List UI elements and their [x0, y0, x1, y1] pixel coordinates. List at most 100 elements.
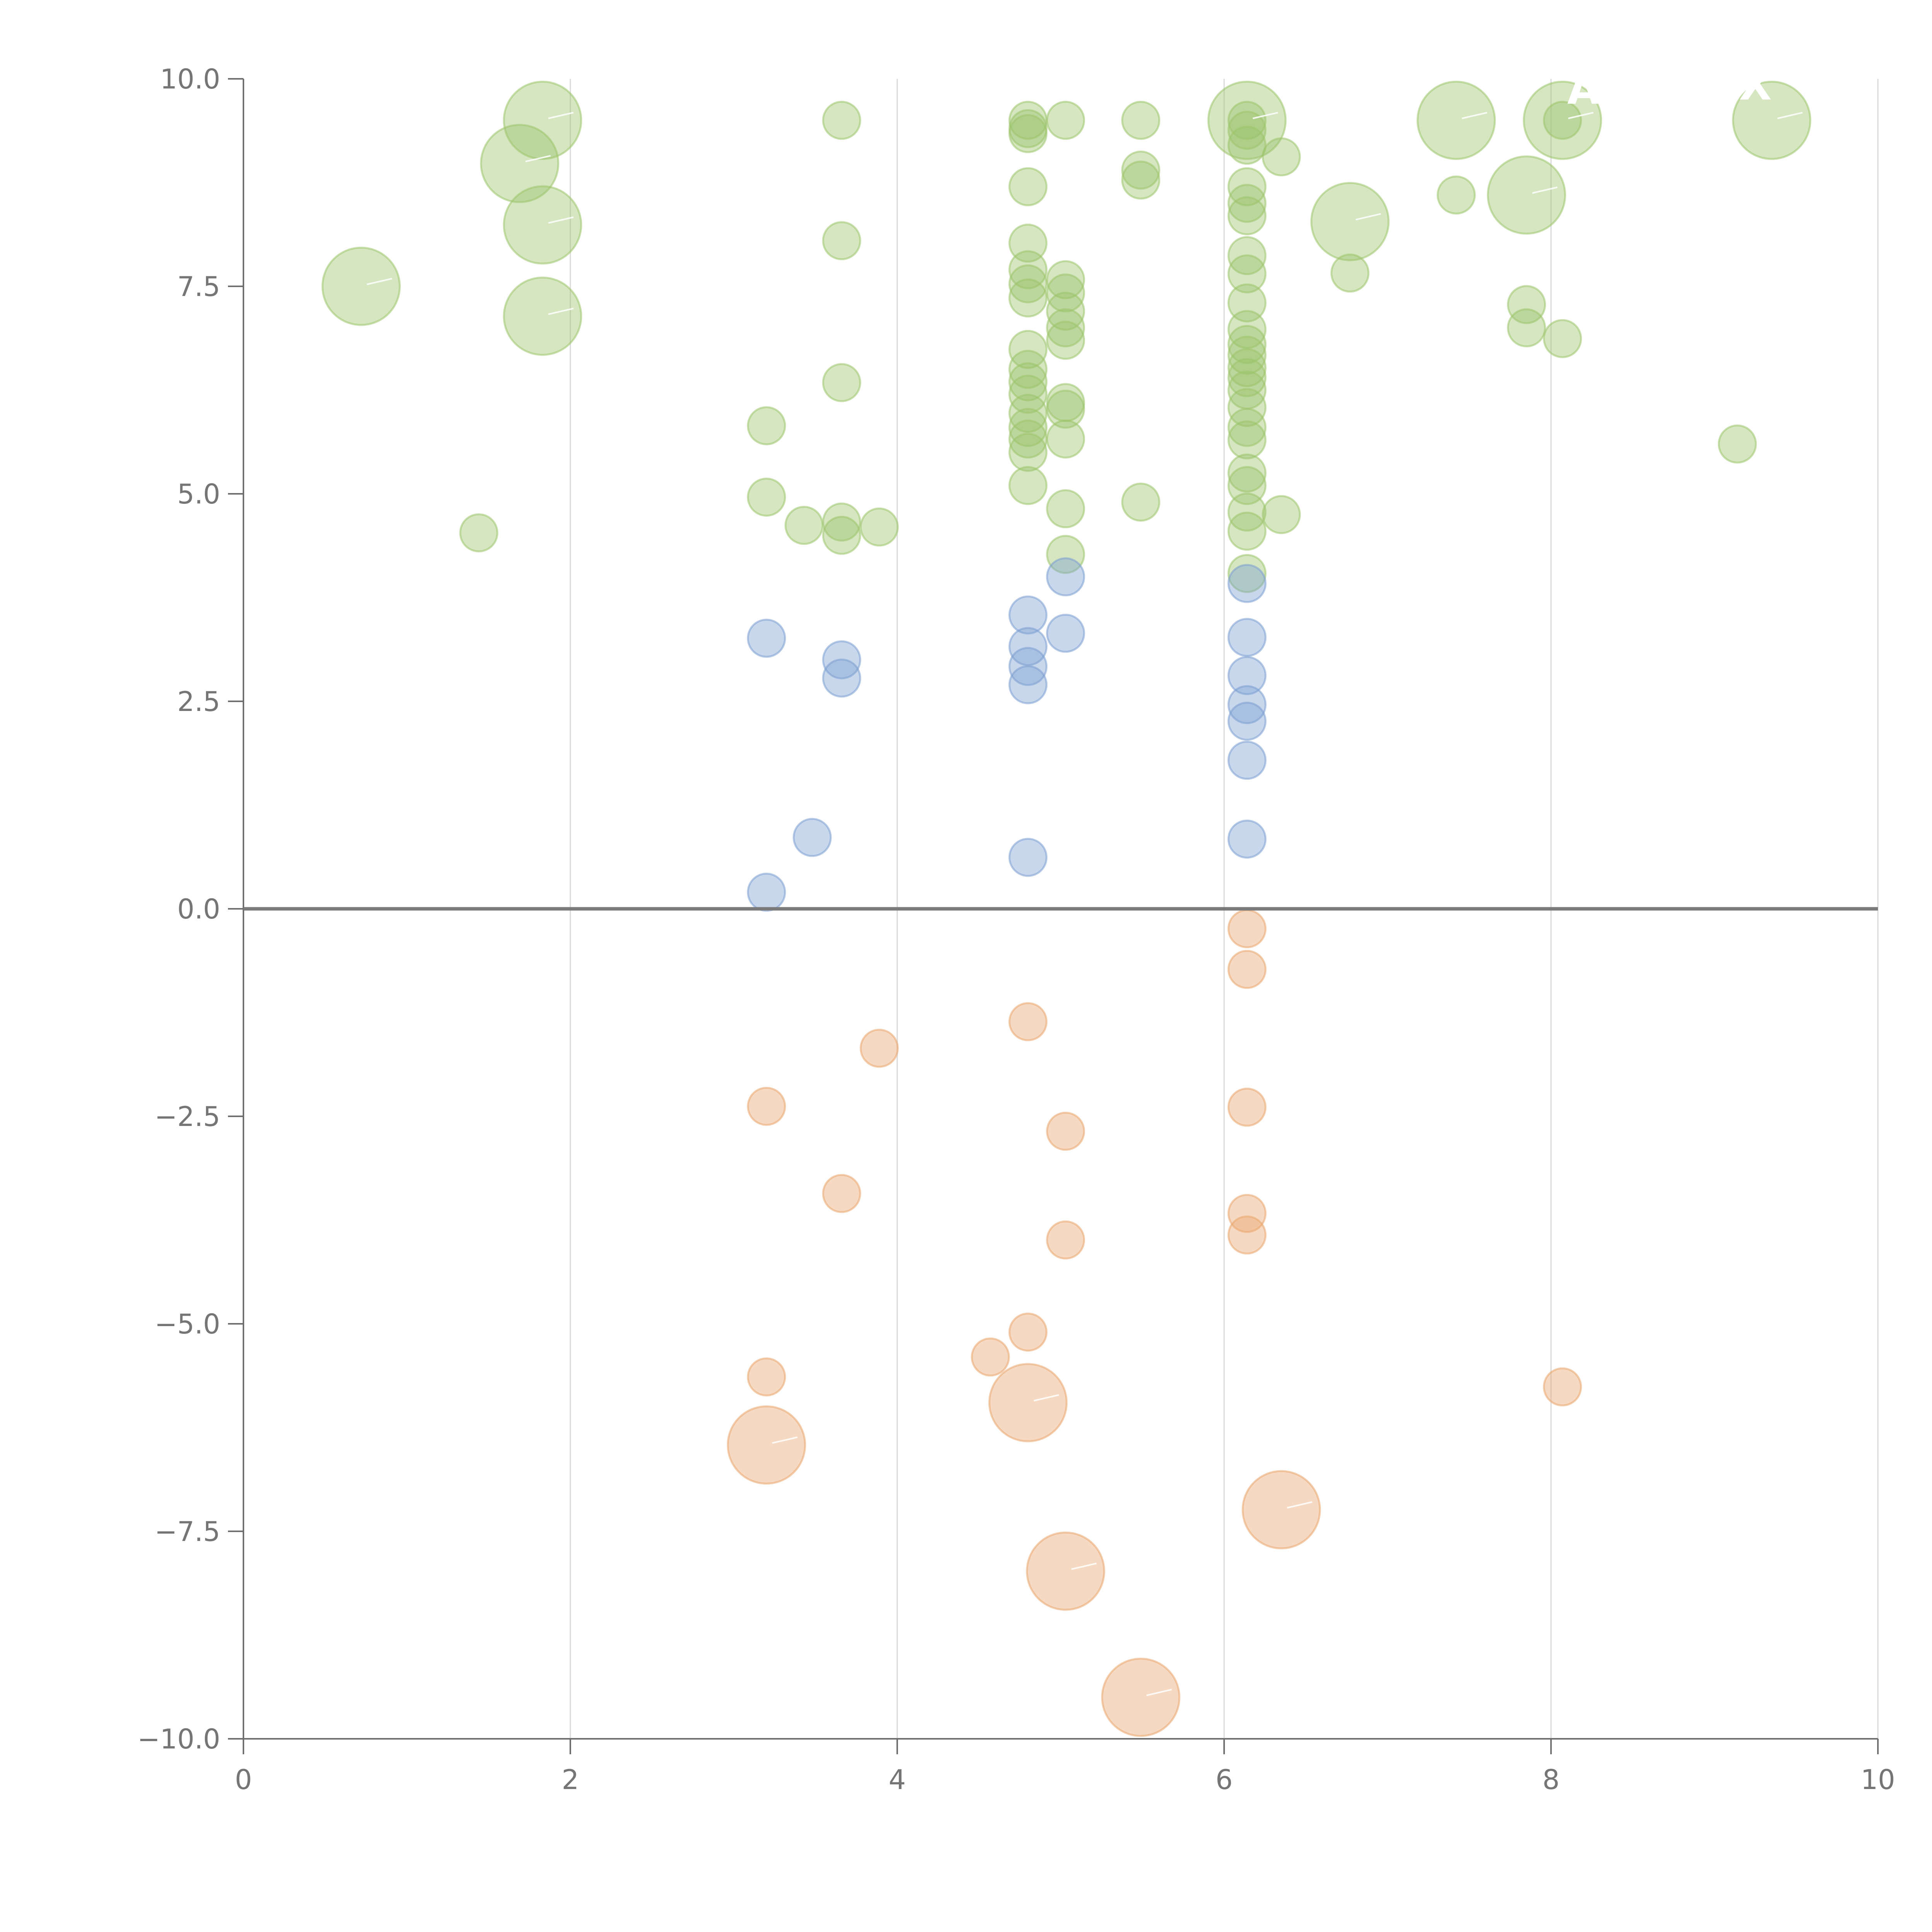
bubble-leader: [772, 1436, 798, 1444]
bubble-leader: [1146, 1689, 1172, 1696]
green-bubble: [1437, 175, 1476, 215]
green-bubble: [1046, 489, 1085, 529]
orange-bubble: [1227, 950, 1267, 989]
green-bubble: [503, 276, 582, 356]
green-bubble: [503, 185, 582, 265]
green-bubble: [1008, 466, 1048, 505]
bubble-leader: [1071, 1563, 1097, 1570]
bubble-leader: [1252, 112, 1278, 119]
green-bubble: [822, 100, 861, 140]
bubble-leader: [1355, 213, 1381, 221]
orange-bubble: [1026, 1531, 1105, 1611]
green-bubble: [1121, 482, 1160, 522]
bubble-leader: [525, 155, 551, 163]
axes: 0 2 4 6 8 10 10.0 7.5 5.0 2.5 0.0 −2.5 −5.0 −7.5 −10.0: [137, 63, 1895, 1796]
y-tick-label: −2.5: [155, 1101, 220, 1133]
green-bubble: [1262, 137, 1301, 177]
green-bubble: [1227, 325, 1267, 364]
orange-bubble: [1227, 1194, 1267, 1233]
y-tick-label: 10.0: [160, 63, 220, 95]
green-bubble: [1227, 388, 1267, 427]
blue-bubble: [1227, 741, 1267, 780]
green-bubble: [1262, 495, 1301, 534]
orange-bubble: [747, 1357, 786, 1396]
green-bubble: [480, 124, 560, 203]
green-bubble: [1227, 335, 1267, 375]
green-bubble: [1046, 291, 1085, 331]
blue-bubble: [1227, 618, 1267, 657]
green-bubble: [1227, 283, 1267, 323]
green-bubble: [1227, 196, 1267, 235]
bubble-layer: [321, 80, 1811, 1737]
green-bubble: [822, 502, 861, 542]
bubble-leader: [1532, 186, 1558, 194]
green-bubble: [1121, 160, 1160, 200]
x-tick-label: 2: [562, 1764, 579, 1796]
green-bubble: [1718, 424, 1757, 464]
green-bubble: [1227, 420, 1267, 459]
orange-bubble: [988, 1363, 1068, 1442]
green-bubble: [1008, 433, 1048, 472]
green-bubble: [1008, 278, 1048, 318]
y-tick-label: −10.0: [137, 1723, 220, 1755]
green-bubble: [321, 247, 401, 326]
blue-bubble: [1008, 665, 1048, 704]
green-bubble: [822, 221, 861, 260]
x-tick-label: 8: [1543, 1764, 1560, 1796]
bubble-leader: [367, 278, 393, 285]
green-bubble: [784, 506, 824, 545]
green-bubble: [822, 515, 861, 555]
green-bubble: [1046, 308, 1085, 347]
blue-bubble: [1046, 614, 1085, 653]
orange-bubble: [1227, 909, 1267, 949]
orange-bubble: [1046, 1220, 1085, 1260]
green-bubble: [747, 406, 786, 446]
blue-bubble: [1227, 820, 1267, 859]
x-tick-label: 4: [889, 1764, 906, 1796]
green-bubble: [747, 478, 786, 517]
orange-bubble: [1008, 1002, 1048, 1041]
green-bubble: [1507, 308, 1546, 347]
green-bubble: [1227, 126, 1267, 165]
bubble-leader: [1033, 1394, 1059, 1402]
green-bubble: [1507, 285, 1546, 324]
orange-bubble: [1227, 1087, 1267, 1127]
orange-bubble: [822, 1174, 861, 1213]
green-bubble: [1227, 348, 1267, 388]
green-bubble: [1046, 260, 1085, 299]
orange-bubble: [859, 1029, 899, 1068]
blue-bubble: [747, 619, 786, 658]
bubble-leader: [1568, 112, 1594, 119]
point-label: X: [1739, 60, 1772, 110]
x-tick-label: 0: [235, 1764, 252, 1796]
green-bubble: [1046, 100, 1085, 140]
green-bubble: [1046, 535, 1085, 574]
bubble-leader: [1462, 112, 1488, 119]
green-bubble: [1417, 80, 1496, 160]
blue-bubble: [1046, 557, 1085, 597]
orange-bubble: [1101, 1658, 1180, 1737]
green-bubble: [822, 363, 861, 402]
blue-bubble: [1227, 564, 1267, 603]
green-bubble: [1008, 330, 1048, 369]
green-bubble: [1227, 554, 1267, 593]
green-bubble: [1227, 408, 1267, 447]
y-tick-label: 7.5: [177, 271, 220, 303]
bubble-leader: [1777, 112, 1803, 119]
bubble-leader: [548, 112, 574, 119]
green-bubble: [1008, 114, 1048, 153]
y-tick-label: −5.0: [155, 1308, 220, 1340]
green-bubble: [1046, 389, 1085, 429]
green-bubble: [1121, 150, 1160, 190]
green-bubble: [1330, 253, 1370, 293]
green-bubble: [1732, 80, 1811, 160]
blue-bubble: [1227, 656, 1267, 695]
green-bubble: [859, 507, 899, 547]
green-bubble: [1227, 453, 1267, 493]
blue-bubble: [1227, 702, 1267, 741]
y-tick-label: 0.0: [177, 893, 220, 925]
orange-bubble: [1046, 1112, 1085, 1151]
green-bubble: [1227, 466, 1267, 505]
